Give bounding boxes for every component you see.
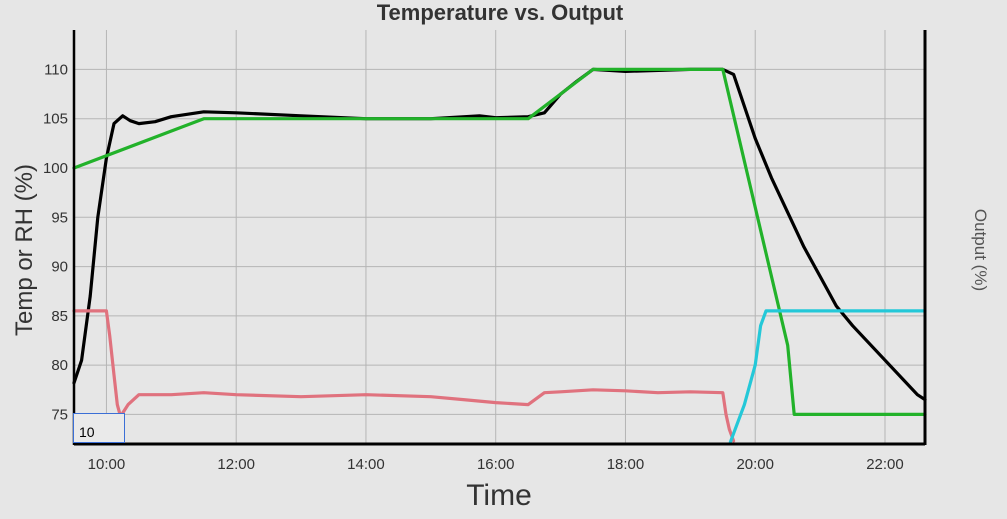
series-line-3: [72, 309, 736, 443]
y-tick-label: 75: [51, 406, 68, 423]
y-tick-label: 100: [43, 160, 68, 177]
chart-title: Temperature vs. Output: [377, 0, 624, 25]
y-axis-label: Temp or RH (%): [11, 164, 38, 336]
axes: [72, 30, 927, 446]
x-tick-label: 22:00: [866, 456, 904, 473]
x-tick-label: 16:00: [477, 456, 515, 473]
y-tick-label: 95: [51, 209, 68, 226]
y-tick-label: 105: [43, 111, 68, 128]
value-input[interactable]: [73, 413, 125, 443]
x-tick-label: 20:00: [736, 456, 774, 473]
x-axis-label: Time: [466, 479, 532, 512]
y2-axis-label: Output (%): [971, 209, 990, 291]
y-tick-label: 80: [51, 357, 68, 374]
y-tick-label: 85: [51, 308, 68, 325]
grid: [74, 30, 925, 444]
series-layer: [72, 67, 927, 444]
y-tick-label: 110: [44, 61, 68, 78]
x-tick-label: 18:00: [607, 456, 645, 473]
x-tick-label: 12:00: [217, 456, 255, 473]
series-line-4: [728, 309, 927, 444]
x-tick-label: 14:00: [347, 456, 385, 473]
y-tick-label: 90: [51, 259, 68, 276]
series-line-2: [72, 67, 927, 416]
x-tick-label: 10:00: [88, 456, 126, 473]
tick-labels: 10:00 12:00 14:00 16:00 18:00 20:00 22:00 75 80 8…: [43, 61, 904, 473]
